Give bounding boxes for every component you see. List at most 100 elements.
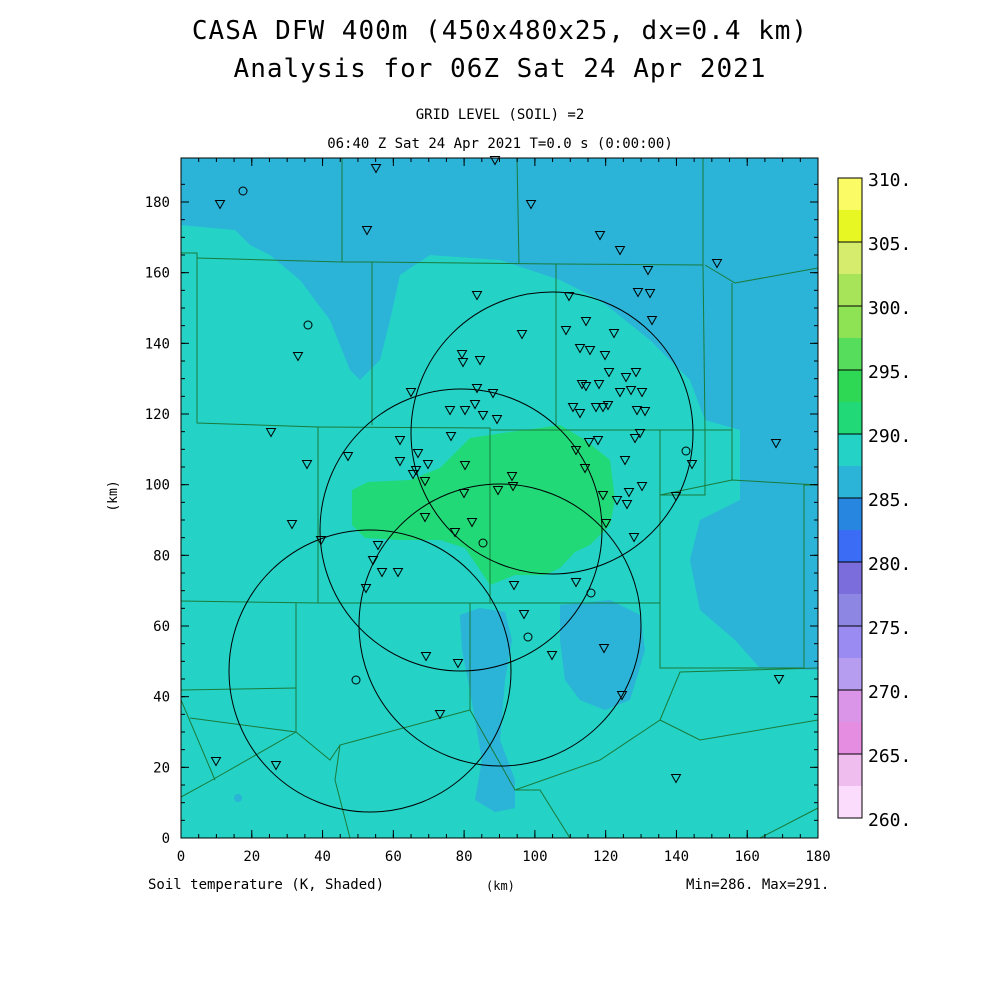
station-marker [412,449,424,459]
y-tick-label: 160 [145,266,170,282]
x-tick-label: 60 [385,849,402,865]
station-marker [576,380,588,390]
station-marker [434,710,446,720]
colorbar-segment [838,530,862,562]
y-tick-label: 140 [145,336,170,352]
station-marker [629,434,641,444]
radar-range-rings [228,291,694,813]
colorbar-segment [838,242,862,274]
station-marker [586,588,596,598]
station-marker [773,675,785,685]
colorbar-segment [838,338,862,370]
y-tick-label: 0 [162,831,170,847]
station-marker [489,156,501,166]
station-marker [599,351,611,361]
station-marker [214,200,226,210]
station-marker [405,388,417,398]
station-marker [478,538,488,548]
station-marker [614,246,626,256]
station-marker [644,289,656,299]
min-max-label: Min=286. Max=291. [686,877,830,893]
station-marker [456,350,468,360]
radar-ring [228,529,512,813]
station-marker [632,288,644,298]
station-marker [574,409,586,419]
station-marker [590,403,602,413]
station-marker [584,346,596,356]
title-line-2: Analysis for 06Z Sat 24 Apr 2021 [233,54,767,84]
station-marker [516,330,528,340]
station-marker [459,406,471,416]
station-marker [523,632,533,642]
station-marker [507,482,519,492]
station-marker [452,659,464,669]
station-marker [580,317,592,327]
x-axis-unit-label: (km) [486,879,515,893]
soil-temperature-field [181,158,818,838]
station-marker [603,368,615,378]
station-marker [394,436,406,446]
colorbar-label: 275. [868,618,911,639]
station-marker [491,415,503,425]
colorbar-segment [838,658,862,690]
station-marker [639,407,651,417]
variable-label: Soil temperature (K, Shaded) [148,877,385,893]
x-axis: 0 20 40 60 80 100 120 140 160 180 [177,158,831,865]
colorbar-segment [838,370,862,402]
station-marker [361,226,373,236]
valid-time-label: 06:40 Z Sat 24 Apr 2021 T=0.0 s (0:00:00… [327,136,673,152]
y-tick-label: 60 [153,619,170,635]
station-marker [570,446,582,456]
station-marker [372,541,384,551]
colorbar: 310. 305. 300. 295. 290. 285. 280. 275. 270. 265.… [837,170,911,831]
title-line-1: CASA DFW 400m (450x480x25, dx=0.4 km) [191,16,809,46]
station-marker [560,326,572,336]
radar-ring [358,483,642,767]
station-marker [477,411,489,421]
station-marker [407,470,419,480]
station-marker [597,403,609,413]
station-marker [370,164,382,174]
y-axis: 0 20 40 60 80 100 120 140 160 180 [145,183,818,847]
radar-ring [410,291,694,575]
station-marker [492,486,504,496]
station-marker [594,231,606,241]
x-tick-label: 0 [177,849,185,865]
station-marker [419,513,431,523]
station-marker [616,691,628,701]
station-marker [614,388,626,398]
x-tick-label: 80 [456,849,473,865]
colorbar-segment [838,562,862,594]
radar-ring [319,388,603,672]
colorbar-label: 265. [868,746,911,767]
colorbar-segment [838,498,862,530]
colorbar-label: 295. [868,362,911,383]
station-marker [376,568,388,578]
station-marker [602,401,614,411]
station-markers [210,156,785,784]
colorbar-label: 285. [868,490,911,511]
colorbar-label: 300. [868,298,911,319]
station-marker [392,568,404,578]
station-marker [567,403,579,413]
station-marker [625,386,637,396]
colorbar-label: 260. [868,810,911,831]
station-marker [631,406,643,416]
station-marker [315,536,327,546]
station-marker [619,456,631,466]
station-marker [342,452,354,462]
station-marker [583,438,595,448]
station-marker [580,382,592,392]
station-marker [681,446,691,456]
county-boundaries [181,158,818,838]
station-marker [628,533,640,543]
station-marker [471,291,483,301]
station-marker [574,344,586,354]
station-marker [419,477,431,487]
station-marker [474,356,486,366]
station-marker [444,406,456,416]
colorbar-segment [838,178,862,210]
station-marker [563,292,575,302]
colorbar-segment [838,594,862,626]
station-marker [630,368,642,378]
